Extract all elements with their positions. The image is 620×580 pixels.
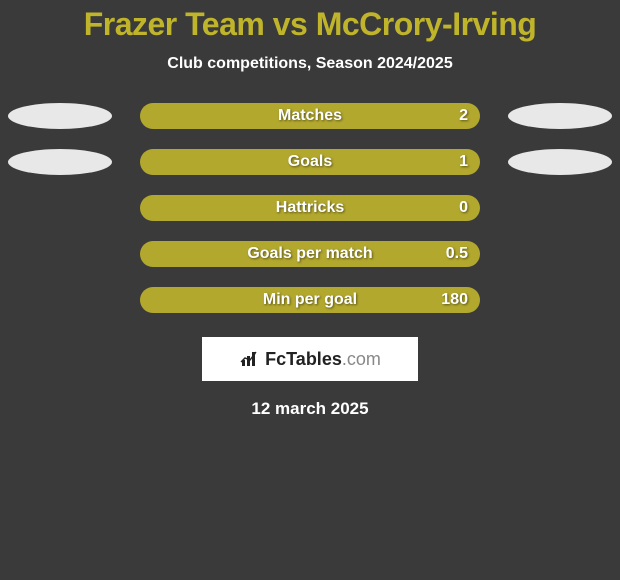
- stat-row: Goals per match 0.5: [0, 241, 620, 267]
- team-shape-left: [8, 149, 112, 175]
- stat-row: Min per goal 180: [0, 287, 620, 313]
- stat-row: Hattricks 0: [0, 195, 620, 221]
- logo-text-main: FcTables: [265, 349, 342, 369]
- stat-label: Hattricks: [276, 199, 344, 217]
- stat-label: Goals per match: [247, 245, 372, 263]
- team-shape-right: [508, 149, 612, 175]
- subtitle: Club competitions, Season 2024/2025: [0, 55, 620, 73]
- page-title: Frazer Team vs McCrory-Irving: [0, 0, 620, 43]
- stat-label: Min per goal: [263, 291, 357, 309]
- stat-value: 180: [441, 291, 468, 309]
- stat-value: 1: [459, 153, 468, 171]
- stat-bar: Goals 1: [140, 149, 480, 175]
- stat-value: 0.5: [446, 245, 468, 263]
- stat-bar: Matches 2: [140, 103, 480, 129]
- stat-row: Matches 2: [0, 103, 620, 129]
- stats-block: Matches 2 Goals 1 Hattricks 0 Goals per match 0…: [0, 103, 620, 313]
- team-shape-left: [8, 103, 112, 129]
- stat-value: 2: [459, 107, 468, 125]
- bar-chart-icon: [239, 350, 261, 368]
- logo-text-suffix: .com: [342, 349, 381, 369]
- stat-label: Goals: [288, 153, 332, 171]
- stat-value: 0: [459, 199, 468, 217]
- stat-bar: Min per goal 180: [140, 287, 480, 313]
- logo-box: FcTables.com: [202, 337, 418, 381]
- stat-bar: Hattricks 0: [140, 195, 480, 221]
- widget-root: Frazer Team vs McCrory-Irving Club compe…: [0, 0, 620, 580]
- team-shape-right: [508, 103, 612, 129]
- logo-text: FcTables.com: [265, 349, 381, 370]
- date-label: 12 march 2025: [0, 399, 620, 419]
- stat-bar: Goals per match 0.5: [140, 241, 480, 267]
- stat-row: Goals 1: [0, 149, 620, 175]
- stat-label: Matches: [278, 107, 342, 125]
